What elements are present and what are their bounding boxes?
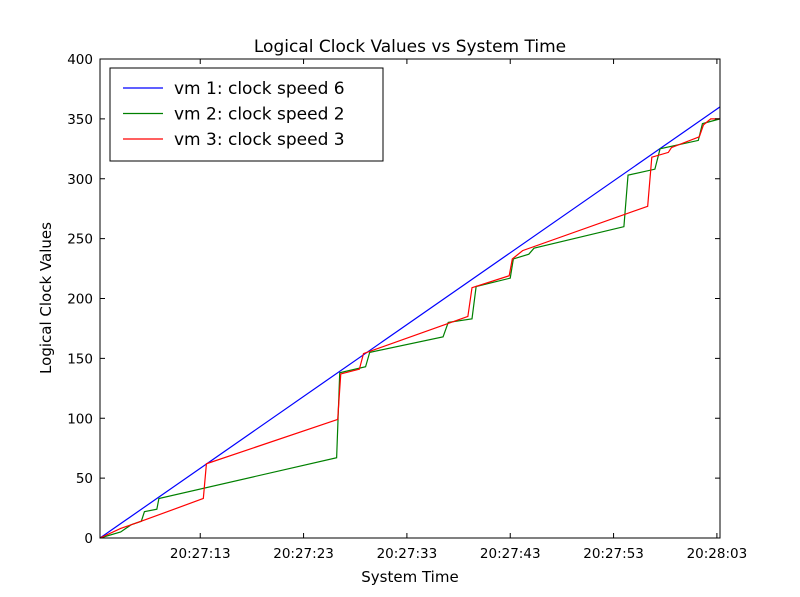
y-tick-label: 200: [67, 292, 93, 308]
series-line-3: [99, 118, 720, 539]
x-tick-label: 20:27:53: [583, 546, 644, 562]
legend-label: vm 3: clock speed 3: [174, 130, 345, 150]
series-line-2: [99, 118, 721, 539]
y-axis-title: Logical Clock Values: [37, 222, 55, 374]
series-line-1: [99, 106, 721, 539]
x-tick-label: 20:28:03: [687, 546, 748, 562]
x-tick-label: 20:27:33: [377, 546, 438, 562]
x-axis-title: System Time: [361, 568, 458, 586]
y-tick-label: 0: [84, 531, 93, 547]
y-tick-label: 150: [67, 351, 93, 367]
y-tick-label: 50: [76, 471, 93, 487]
chart-title: Logical Clock Values vs System Time: [254, 37, 566, 57]
x-axis: 20:27:13 20:27:23 20:27:33 20:27:43 20:27:53…: [170, 59, 747, 562]
x-tick-label: 20:27:43: [480, 546, 541, 562]
y-tick-label: 100: [67, 411, 93, 427]
legend: vm 1: clock speed 6 vm 2: clock speed 2 vm…: [109, 67, 384, 162]
x-tick-label: 20:27:13: [170, 546, 231, 562]
legend-label: vm 2: clock speed 2: [174, 105, 345, 125]
legend-label: vm 1: clock speed 6: [174, 79, 345, 99]
y-tick-label: 400: [67, 52, 93, 68]
y-tick-label: 350: [67, 112, 93, 128]
y-tick-label: 300: [67, 172, 93, 188]
y-tick-label: 250: [67, 232, 93, 248]
legend-box: [109, 67, 384, 162]
series-layer: [99, 106, 721, 539]
y-axis: 0 50 100 150 200 250 300 350 400: [67, 52, 720, 547]
x-tick-label: 20:27:23: [273, 546, 334, 562]
